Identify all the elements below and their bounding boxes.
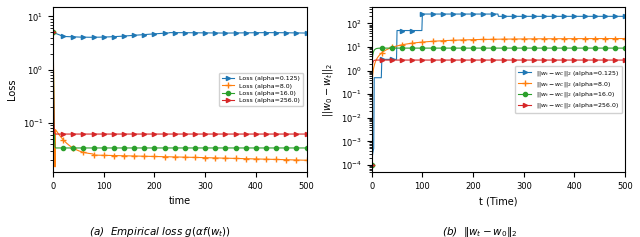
Loss (alpha=256.0)	[303, 133, 310, 136]
Loss (alpha=16.0)	[142, 146, 150, 149]
$||w_t - w_C||_2$ (alpha=8.0)	[460, 38, 468, 41]
Loss (alpha=16.0)	[113, 146, 120, 149]
Loss (alpha=16.0)	[260, 146, 268, 149]
Line: Loss (alpha=256.0): Loss (alpha=256.0)	[51, 30, 308, 136]
Loss (alpha=8.0)	[216, 157, 223, 160]
Loss (alpha=8.0)	[51, 165, 59, 168]
$||w_t - w_C||_2$ (alpha=8.0)	[431, 40, 438, 43]
Line: Loss (alpha=0.125): Loss (alpha=0.125)	[51, 30, 308, 39]
Loss (alpha=0.125)	[213, 32, 221, 35]
Text: (b)  $\|w_t - w_0\|_2$: (b) $\|w_t - w_0\|_2$	[442, 225, 518, 237]
Loss (alpha=16.0)	[303, 146, 310, 149]
$||w_t - w_C||_2$ (alpha=256.0)	[372, 59, 380, 61]
$||w_t - w_C||_2$ (alpha=0.125)	[579, 15, 586, 18]
Line: $||w_t - w_C||_2$ (alpha=16.0): $||w_t - w_C||_2$ (alpha=16.0)	[369, 46, 627, 167]
$||w_t - w_C||_2$ (alpha=16.0)	[431, 47, 439, 50]
$||w_t - w_C||_2$ (alpha=256.0)	[621, 59, 629, 61]
Loss (alpha=8.0)	[113, 154, 120, 157]
Text: (a)  Empirical loss $g(\alpha f(w_t))$: (a) Empirical loss $g(\alpha f(w_t))$	[89, 225, 231, 237]
Legend: $||w_t - w_C||_2$ (alpha=0.125), $||w_t - w_C||_2$ (alpha=8.0), $||w_t - w_C||_2: $||w_t - w_C||_2$ (alpha=0.125), $||w_t …	[515, 66, 622, 114]
$||w_t - w_C||_2$ (alpha=256.0)	[579, 59, 586, 61]
Loss (alpha=256.0)	[260, 133, 268, 136]
$||w_t - w_C||_2$ (alpha=16.0)	[532, 47, 540, 50]
$||w_t - w_C||_2$ (alpha=0.125)	[621, 15, 629, 18]
Loss (alpha=8.0)	[49, 31, 57, 34]
Line: Loss (alpha=16.0): Loss (alpha=16.0)	[51, 30, 308, 150]
Loss (alpha=0.125)	[142, 33, 150, 36]
$||w_t - w_C||_2$ (alpha=256.0)	[442, 59, 449, 61]
$||w_t - w_C||_2$ (alpha=0.125)	[461, 13, 468, 15]
$||w_t - w_C||_2$ (alpha=16.0)	[376, 47, 383, 50]
X-axis label: t (Time): t (Time)	[479, 196, 518, 206]
Loss (alpha=8.0)	[213, 156, 221, 159]
Loss (alpha=16.0)	[213, 146, 221, 149]
Line: $||w_t - w_C||_2$ (alpha=0.125): $||w_t - w_C||_2$ (alpha=0.125)	[369, 12, 627, 167]
Legend: Loss (alpha=0.125), Loss (alpha=8.0), Loss (alpha=16.0), Loss (alpha=256.0): Loss (alpha=0.125), Loss (alpha=8.0), Lo…	[219, 73, 303, 106]
Line: Loss (alpha=8.0): Loss (alpha=8.0)	[50, 30, 309, 170]
Loss (alpha=16.0)	[49, 31, 57, 34]
$||w_t - w_C||_2$ (alpha=256.0)	[532, 59, 540, 61]
Y-axis label: Loss: Loss	[7, 79, 17, 100]
$||w_t - w_C||_2$ (alpha=256.0)	[368, 164, 376, 166]
Loss (alpha=8.0)	[260, 158, 268, 160]
$||w_t - w_C||_2$ (alpha=0.125)	[532, 15, 540, 18]
$||w_t - w_C||_2$ (alpha=8.0)	[368, 164, 376, 166]
$||w_t - w_C||_2$ (alpha=256.0)	[534, 59, 542, 61]
Loss (alpha=8.0)	[123, 154, 131, 157]
$||w_t - w_C||_2$ (alpha=16.0)	[461, 47, 468, 50]
Loss (alpha=8.0)	[142, 155, 150, 158]
Loss (alpha=16.0)	[52, 146, 60, 149]
Line: $||w_t - w_C||_2$ (alpha=256.0): $||w_t - w_C||_2$ (alpha=256.0)	[369, 58, 627, 167]
Loss (alpha=0.125)	[123, 34, 131, 37]
$||w_t - w_C||_2$ (alpha=256.0)	[431, 59, 439, 61]
$||w_t - w_C||_2$ (alpha=0.125)	[442, 13, 449, 15]
Loss (alpha=0.125)	[216, 32, 223, 35]
Line: $||w_t - w_C||_2$ (alpha=8.0): $||w_t - w_C||_2$ (alpha=8.0)	[369, 36, 628, 168]
$||w_t - w_C||_2$ (alpha=8.0)	[442, 39, 449, 42]
Loss (alpha=16.0)	[216, 146, 223, 149]
Loss (alpha=256.0)	[123, 133, 131, 136]
$||w_t - w_C||_2$ (alpha=8.0)	[534, 37, 542, 40]
Loss (alpha=8.0)	[303, 159, 310, 162]
$||w_t - w_C||_2$ (alpha=8.0)	[578, 37, 586, 40]
$||w_t - w_C||_2$ (alpha=0.125)	[534, 15, 542, 18]
$||w_t - w_C||_2$ (alpha=16.0)	[368, 164, 376, 166]
$||w_t - w_C||_2$ (alpha=0.125)	[368, 164, 376, 166]
$||w_t - w_C||_2$ (alpha=16.0)	[442, 47, 449, 50]
Loss (alpha=16.0)	[123, 146, 131, 149]
Loss (alpha=256.0)	[213, 133, 221, 136]
$||w_t - w_C||_2$ (alpha=0.125)	[419, 13, 426, 15]
X-axis label: time: time	[169, 196, 191, 206]
Loss (alpha=0.125)	[260, 31, 268, 34]
Loss (alpha=0.125)	[113, 35, 120, 38]
Loss (alpha=0.125)	[303, 32, 310, 34]
Loss (alpha=256.0)	[52, 133, 60, 136]
$||w_t - w_C||_2$ (alpha=256.0)	[461, 59, 468, 61]
Loss (alpha=256.0)	[113, 133, 120, 136]
Loss (alpha=0.125)	[49, 31, 57, 34]
Y-axis label: $||w_0-w_t||_2$: $||w_0-w_t||_2$	[321, 62, 335, 117]
$||w_t - w_C||_2$ (alpha=16.0)	[621, 47, 629, 50]
$||w_t - w_C||_2$ (alpha=0.125)	[431, 13, 439, 15]
$||w_t - w_C||_2$ (alpha=8.0)	[531, 37, 539, 40]
Loss (alpha=256.0)	[49, 31, 57, 34]
Loss (alpha=256.0)	[216, 133, 223, 136]
$||w_t - w_C||_2$ (alpha=16.0)	[579, 47, 586, 50]
Loss (alpha=0.125)	[87, 36, 95, 39]
$||w_t - w_C||_2$ (alpha=16.0)	[534, 47, 542, 50]
Loss (alpha=256.0)	[142, 133, 150, 136]
$||w_t - w_C||_2$ (alpha=8.0)	[621, 37, 629, 40]
